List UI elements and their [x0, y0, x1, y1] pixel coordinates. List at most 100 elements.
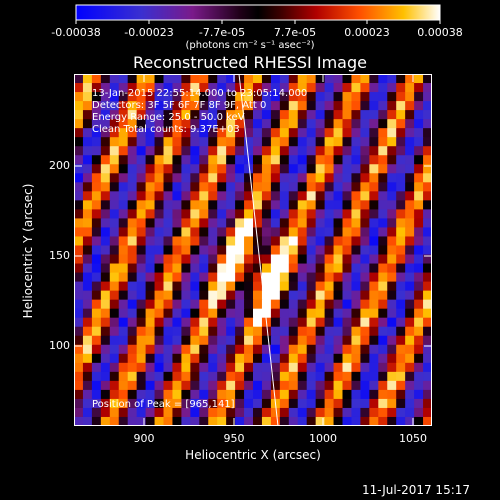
image-pixel: [82, 263, 93, 274]
image-pixel: [199, 110, 209, 120]
image-pixel: [369, 191, 379, 201]
image-pixel: [136, 74, 147, 84]
image-pixel: [297, 308, 308, 319]
image-pixel: [360, 128, 370, 138]
image-pixel: [333, 281, 344, 292]
image-pixel: [136, 299, 147, 310]
image-pixel: [297, 416, 308, 426]
image-pixel: [235, 83, 245, 93]
image-pixel: [405, 164, 415, 174]
image-pixel: [181, 362, 191, 373]
image-pixel: [297, 326, 308, 337]
image-pixel: [360, 110, 370, 120]
image-pixel: [369, 380, 379, 391]
image-pixel: [378, 92, 388, 102]
image-pixel: [145, 308, 156, 319]
image-pixel: [414, 299, 424, 310]
image-pixel: [172, 353, 182, 364]
image-pixel: [405, 335, 415, 346]
image-pixel: [244, 209, 254, 220]
image-pixel: [163, 218, 174, 229]
image-pixel: [369, 353, 379, 364]
image-pixel: [253, 398, 263, 409]
image-pixel: [306, 182, 317, 192]
x-tick-label: 900: [133, 432, 155, 445]
image-pixel: [172, 191, 182, 201]
image-pixel: [208, 290, 218, 301]
image-pixel: [369, 254, 379, 265]
image-pixel: [378, 416, 388, 426]
image-pixel: [118, 353, 129, 364]
image-pixel: [154, 128, 165, 138]
image-pixel: [208, 335, 218, 346]
image-pixel: [226, 380, 236, 391]
image-pixel: [82, 173, 93, 183]
image-pixel: [154, 263, 165, 274]
image-pixel: [270, 209, 281, 220]
image-pixel: [74, 290, 84, 301]
image-pixel: [369, 308, 379, 319]
image-pixel: [378, 362, 388, 373]
image-pixel: [306, 416, 317, 426]
image-pixel: [100, 380, 111, 391]
image-pixel: [315, 416, 326, 426]
image-pixel: [172, 164, 182, 174]
image-pixel: [270, 371, 281, 382]
image-pixel: [136, 83, 147, 93]
image-pixel: [306, 74, 317, 84]
image-pixel: [297, 101, 308, 111]
image-pixel: [145, 245, 156, 256]
image-pixel: [208, 218, 218, 229]
image-pixel: [333, 83, 344, 93]
image-pixel: [378, 110, 388, 120]
image-pixel: [306, 299, 317, 310]
image-pixel: [405, 83, 415, 93]
image-pixel: [297, 371, 308, 382]
image-pixel: [342, 263, 353, 274]
image-pixel: [154, 362, 165, 373]
image-pixel: [154, 335, 165, 346]
image-pixel: [279, 389, 290, 400]
image-pixel: [315, 74, 326, 84]
image-pixel: [154, 398, 165, 409]
image-pixel: [414, 164, 424, 174]
image-pixel: [270, 344, 281, 355]
image-pixel: [378, 398, 388, 409]
image-pixel: [423, 371, 432, 382]
image-pixel: [91, 290, 102, 301]
image-pixel: [270, 110, 281, 120]
image-pixel: [351, 380, 361, 391]
image-pixel: [414, 254, 424, 265]
image-pixel: [360, 371, 370, 382]
image-pixel: [172, 182, 182, 192]
image-pixel: [351, 209, 361, 220]
image-pixel: [163, 92, 174, 102]
image-pixel: [244, 146, 254, 156]
image-pixel: [217, 218, 227, 229]
image-pixel: [333, 362, 344, 373]
image-pixel: [74, 335, 84, 346]
image-pixel: [369, 128, 379, 138]
image-pixel: [136, 146, 147, 156]
image-pixel: [306, 101, 317, 111]
image-pixel: [378, 290, 388, 301]
image-pixel: [199, 263, 209, 274]
image-pixel: [181, 164, 191, 174]
image-pixel: [360, 227, 370, 238]
image-pixel: [279, 92, 290, 102]
image-pixel: [154, 101, 165, 111]
image-pixel: [217, 92, 227, 102]
image-pixel: [82, 326, 93, 337]
image-pixel: [109, 281, 120, 292]
image-pixel: [136, 317, 147, 328]
image-pixel: [261, 83, 272, 93]
image-pixel: [226, 155, 236, 165]
image-pixel: [342, 191, 353, 201]
image-pixel: [208, 164, 218, 174]
image-pixel: [190, 83, 200, 93]
image-pixel: [360, 407, 370, 418]
image-pixel: [396, 101, 406, 111]
image-pixel: [109, 407, 120, 418]
image-pixel: [288, 173, 299, 183]
image-pixel: [288, 74, 299, 84]
